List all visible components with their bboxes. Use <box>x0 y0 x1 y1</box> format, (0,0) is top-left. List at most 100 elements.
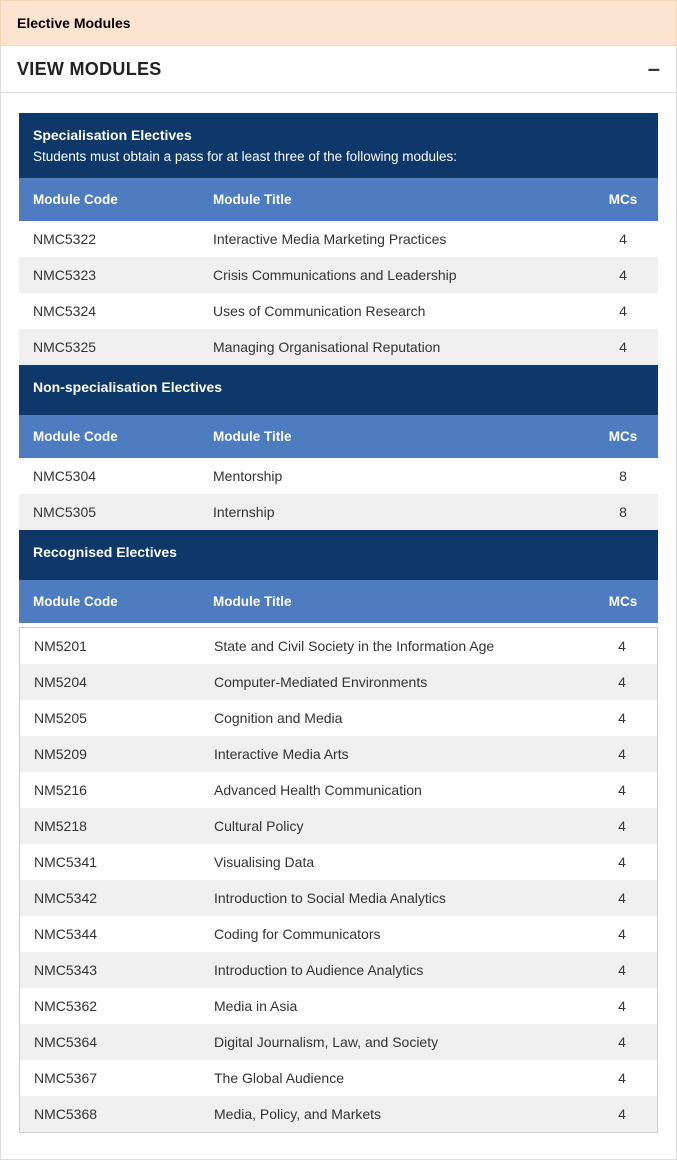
module-code: NMC5322 <box>19 221 199 257</box>
table-row: NMC5342Introduction to Social Media Anal… <box>20 880 657 916</box>
module-title: Advanced Health Communication <box>200 772 587 808</box>
specialisation-title: Specialisation Electives <box>33 127 644 143</box>
specialisation-subtitle: Students must obtain a pass for at least… <box>33 149 644 164</box>
recognised-header: Recognised Electives <box>19 530 658 580</box>
module-code: NM5216 <box>20 772 200 808</box>
module-title: Managing Organisational Reputation <box>199 329 588 365</box>
module-mcs: 4 <box>587 808 657 844</box>
module-mcs: 4 <box>587 988 657 1024</box>
module-title: Visualising Data <box>200 844 587 880</box>
module-mcs: 4 <box>588 293 658 329</box>
module-code: NMC5343 <box>20 952 200 988</box>
recognised-table-box: NM5201State and Civil Society in the Inf… <box>19 627 658 1133</box>
table-row: NMC5305Internship8 <box>19 494 658 530</box>
table-row: NMC5324Uses of Communication Research4 <box>19 293 658 329</box>
table-row: NM5216Advanced Health Communication4 <box>20 772 657 808</box>
module-mcs: 4 <box>588 257 658 293</box>
table-row: NM5209Interactive Media Arts4 <box>20 736 657 772</box>
module-mcs: 4 <box>587 628 657 664</box>
table-row: NM5201State and Civil Society in the Inf… <box>20 628 657 664</box>
col-header-title: Module Title <box>199 580 588 623</box>
module-title: Cognition and Media <box>200 700 587 736</box>
table-row: NMC5325Managing Organisational Reputatio… <box>19 329 658 365</box>
module-mcs: 4 <box>587 1060 657 1096</box>
module-code: NM5204 <box>20 664 200 700</box>
nonspecialisation-header: Non-specialisation Electives <box>19 365 658 415</box>
module-code: NMC5305 <box>19 494 199 530</box>
table-row: NMC5364Digital Journalism, Law, and Soci… <box>20 1024 657 1060</box>
module-code: NMC5324 <box>19 293 199 329</box>
module-code: NMC5364 <box>20 1024 200 1060</box>
specialisation-columns: Module Code Module Title MCs <box>19 178 658 221</box>
module-mcs: 4 <box>587 1096 657 1132</box>
module-mcs: 4 <box>587 700 657 736</box>
module-title: The Global Audience <box>200 1060 587 1096</box>
nonspecialisation-table: NMC5304Mentorship8NMC5305Internship8 <box>19 458 658 530</box>
module-mcs: 4 <box>587 772 657 808</box>
view-modules-toggle[interactable]: VIEW MODULES – <box>0 46 677 93</box>
specialisation-table: NMC5322Interactive Media Marketing Pract… <box>19 221 658 365</box>
module-title: Computer-Mediated Environments <box>200 664 587 700</box>
elective-modules-banner: Elective Modules <box>0 0 677 46</box>
table-row: NMC5362Media in Asia4 <box>20 988 657 1024</box>
module-code: NMC5325 <box>19 329 199 365</box>
module-title: Cultural Policy <box>200 808 587 844</box>
module-mcs: 4 <box>588 221 658 257</box>
col-header-code: Module Code <box>19 178 199 221</box>
table-row: NMC5322Interactive Media Marketing Pract… <box>19 221 658 257</box>
module-title: Interactive Media Marketing Practices <box>199 221 588 257</box>
module-code: NMC5367 <box>20 1060 200 1096</box>
table-row: NMC5344Coding for Communicators4 <box>20 916 657 952</box>
nonspecialisation-columns: Module Code Module Title MCs <box>19 415 658 458</box>
module-title: Internship <box>199 494 588 530</box>
module-title: Introduction to Audience Analytics <box>200 952 587 988</box>
module-mcs: 4 <box>588 329 658 365</box>
recognised-title: Recognised Electives <box>33 544 644 560</box>
module-code: NMC5362 <box>20 988 200 1024</box>
table-row: NMC5367The Global Audience4 <box>20 1060 657 1096</box>
module-mcs: 4 <box>587 844 657 880</box>
recognised-columns: Module Code Module Title MCs <box>19 580 658 623</box>
table-row: NM5204Computer-Mediated Environments4 <box>20 664 657 700</box>
table-row: NMC5304Mentorship8 <box>19 458 658 494</box>
module-title: Interactive Media Arts <box>200 736 587 772</box>
module-code: NM5201 <box>20 628 200 664</box>
module-mcs: 4 <box>587 1024 657 1060</box>
module-mcs: 8 <box>588 494 658 530</box>
col-header-code: Module Code <box>19 415 199 458</box>
module-title: Media, Policy, and Markets <box>200 1096 587 1132</box>
table-row: NMC5343Introduction to Audience Analytic… <box>20 952 657 988</box>
nonspecialisation-title: Non-specialisation Electives <box>33 379 644 395</box>
module-title: Crisis Communications and Leadership <box>199 257 588 293</box>
module-code: NMC5304 <box>19 458 199 494</box>
module-mcs: 4 <box>587 880 657 916</box>
col-header-mcs: MCs <box>588 178 658 221</box>
module-code: NMC5341 <box>20 844 200 880</box>
module-code: NMC5323 <box>19 257 199 293</box>
module-mcs: 4 <box>587 664 657 700</box>
accordion-title: VIEW MODULES <box>17 59 162 80</box>
module-mcs: 4 <box>587 736 657 772</box>
banner-title: Elective Modules <box>17 15 131 31</box>
table-row: NM5205Cognition and Media4 <box>20 700 657 736</box>
module-title: Mentorship <box>199 458 588 494</box>
module-code: NM5205 <box>20 700 200 736</box>
col-header-mcs: MCs <box>588 415 658 458</box>
module-code: NM5218 <box>20 808 200 844</box>
module-mcs: 8 <box>588 458 658 494</box>
module-title: Introduction to Social Media Analytics <box>200 880 587 916</box>
specialisation-header: Specialisation Electives Students must o… <box>19 113 658 178</box>
recognised-table: NM5201State and Civil Society in the Inf… <box>20 628 657 1132</box>
table-row: NMC5341Visualising Data4 <box>20 844 657 880</box>
module-mcs: 4 <box>587 952 657 988</box>
col-header-code: Module Code <box>19 580 199 623</box>
module-code: NM5209 <box>20 736 200 772</box>
module-title: State and Civil Society in the Informati… <box>200 628 587 664</box>
col-header-title: Module Title <box>199 178 588 221</box>
module-mcs: 4 <box>587 916 657 952</box>
module-title: Media in Asia <box>200 988 587 1024</box>
table-row: NMC5323Crisis Communications and Leaders… <box>19 257 658 293</box>
module-code: NMC5342 <box>20 880 200 916</box>
col-header-title: Module Title <box>199 415 588 458</box>
col-header-mcs: MCs <box>588 580 658 623</box>
